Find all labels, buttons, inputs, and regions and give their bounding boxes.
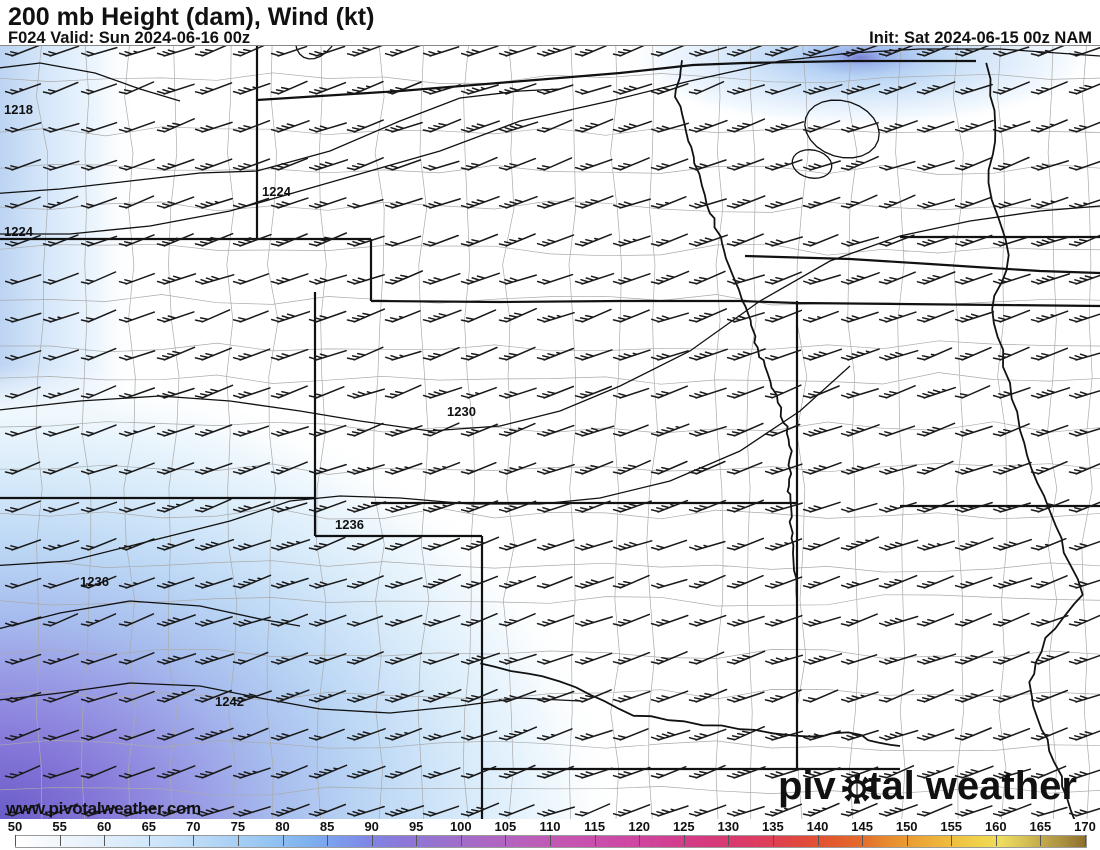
svg-text:tal weather: tal weather — [868, 764, 1077, 808]
svg-text:1230: 1230 — [447, 404, 476, 419]
svg-text:1218: 1218 — [4, 102, 33, 117]
svg-text:1236: 1236 — [80, 574, 109, 589]
svg-text:1242: 1242 — [215, 694, 244, 709]
svg-text:1224: 1224 — [4, 224, 34, 239]
svg-text:1224: 1224 — [262, 184, 292, 199]
svg-text:1236: 1236 — [335, 517, 364, 532]
svg-text:piv: piv — [778, 764, 837, 808]
